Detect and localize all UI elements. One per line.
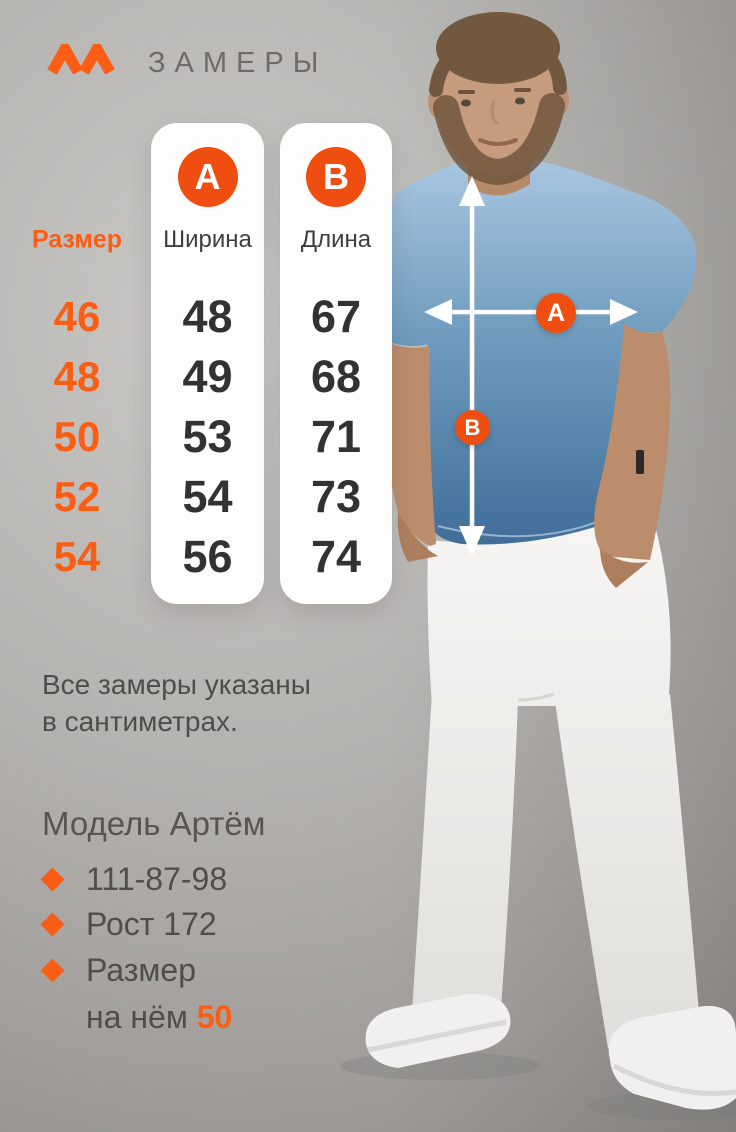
width-value: 49	[182, 351, 233, 402]
diamond-bullet-icon	[40, 867, 65, 892]
units-note-line1: Все замеры указаны	[42, 669, 311, 700]
width-value: 54	[182, 471, 233, 522]
length-value: 71	[310, 411, 362, 462]
double-chevron-logo-icon	[47, 44, 115, 74]
model-size-number: 50	[196, 999, 233, 1035]
width-value: 48	[182, 291, 233, 342]
width-column-panel: A Ширина 48 49 53 54 56	[151, 123, 264, 604]
length-column-panel: B Длина 67 68 71 73 74	[280, 123, 392, 604]
units-note-line2: в сантиметрах.	[42, 706, 238, 737]
model-measurements: 111-87-98	[86, 861, 228, 897]
measurement-arrows	[424, 176, 638, 556]
photo-marker-a: A	[536, 293, 576, 333]
model-size-prefix: на нём	[86, 999, 197, 1035]
model-bullet-height: Рост 172	[40, 906, 217, 943]
marker-a-circle: A	[177, 147, 238, 207]
model-heading: Модель Артём	[42, 805, 266, 842]
model-tshirt	[378, 158, 697, 545]
width-value: 53	[182, 411, 233, 462]
length-value: 67	[310, 291, 362, 342]
photo-marker-b: B	[455, 410, 490, 445]
garment-tag	[636, 450, 644, 474]
size-value: 54	[53, 533, 101, 580]
width-value: 56	[182, 531, 233, 582]
measurement-arrow-horizontal	[448, 309, 614, 315]
length-value: 68	[310, 351, 362, 402]
model-sneakers	[365, 993, 736, 1110]
diamond-bullet-icon	[40, 912, 65, 937]
length-value: 74	[310, 531, 362, 582]
model-height: Рост 172	[86, 906, 217, 942]
size-value: 46	[53, 293, 101, 340]
marker-b-circle: B	[306, 147, 366, 207]
model-head	[428, 12, 569, 196]
model-size-line1: Размер	[86, 952, 196, 988]
model-pants	[412, 508, 702, 1055]
length-column-label: Длина	[300, 226, 372, 253]
model-bullet-size: Размер	[40, 952, 196, 989]
size-value: 50	[53, 413, 101, 460]
size-column: Размер 46 48 50 52 54	[22, 0, 132, 620]
model-arms	[379, 324, 671, 588]
units-note: Все замеры указаны в сантиметрах.	[42, 666, 311, 740]
measurement-arrow-vertical	[469, 196, 475, 536]
size-column-header: Размер	[31, 225, 123, 254]
width-column-label: Ширина	[163, 226, 252, 253]
model-size-line2: на нём 50	[86, 999, 232, 1036]
length-value: 73	[310, 471, 362, 522]
size-value: 52	[53, 473, 101, 520]
model-bullet-measurements: 111-87-98	[40, 861, 228, 898]
diamond-bullet-icon	[40, 958, 65, 983]
size-value: 48	[53, 353, 101, 400]
page-title: ЗАМЕРЫ	[148, 47, 328, 79]
